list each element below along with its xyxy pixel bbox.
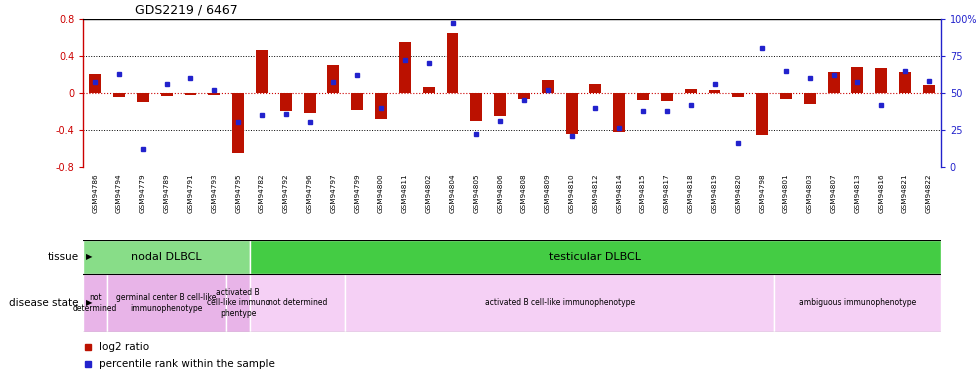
Bar	[899, 72, 911, 93]
Bar	[375, 93, 387, 119]
Bar	[685, 89, 697, 93]
Bar	[774, 274, 941, 332]
Bar	[351, 93, 364, 110]
Bar	[565, 93, 577, 134]
Bar	[304, 93, 316, 113]
Bar	[661, 93, 673, 101]
Bar	[589, 84, 602, 93]
Bar	[184, 93, 196, 94]
Bar	[709, 90, 720, 93]
Bar	[637, 93, 649, 100]
Bar	[89, 74, 101, 93]
Bar	[518, 93, 530, 99]
Bar	[280, 93, 292, 111]
Text: germinal center B cell-like
immunophenotype: germinal center B cell-like immunophenot…	[117, 293, 217, 312]
Bar	[209, 93, 221, 94]
Bar	[250, 240, 941, 274]
Bar	[494, 93, 506, 116]
Bar	[83, 240, 250, 274]
Bar	[137, 93, 149, 102]
Text: tissue: tissue	[47, 252, 78, 262]
Bar	[757, 93, 768, 135]
Text: ambiguous immunophenotype: ambiguous immunophenotype	[799, 298, 916, 307]
Text: nodal DLBCL: nodal DLBCL	[131, 252, 202, 262]
Bar	[470, 93, 482, 121]
Bar	[226, 274, 250, 332]
Bar	[875, 68, 887, 93]
Text: GDS2219 / 6467: GDS2219 / 6467	[134, 3, 237, 16]
Bar	[542, 80, 554, 93]
Text: activated B
cell-like immuno
phentype: activated B cell-like immuno phentype	[207, 288, 270, 318]
Text: percentile rank within the sample: percentile rank within the sample	[99, 359, 274, 369]
Bar	[256, 50, 268, 93]
Bar	[113, 93, 125, 98]
Bar	[399, 42, 411, 93]
Text: ▶: ▶	[86, 252, 93, 261]
Text: log2 ratio: log2 ratio	[99, 342, 149, 352]
Bar	[613, 93, 625, 132]
Text: activated B cell-like immunophenotype: activated B cell-like immunophenotype	[485, 298, 635, 307]
Text: testicular DLBCL: testicular DLBCL	[550, 252, 642, 262]
Text: disease state: disease state	[9, 298, 78, 308]
Bar	[923, 86, 935, 93]
Bar	[852, 67, 863, 93]
Text: ▶: ▶	[86, 298, 93, 307]
Bar	[250, 274, 345, 332]
Bar	[780, 93, 792, 99]
Bar	[804, 93, 815, 104]
Text: not
determined: not determined	[74, 293, 118, 312]
Bar	[732, 93, 744, 98]
Bar	[345, 274, 774, 332]
Bar	[232, 93, 244, 153]
Bar	[447, 33, 459, 93]
Bar	[422, 87, 435, 93]
Bar	[83, 274, 107, 332]
Bar	[327, 65, 339, 93]
Bar	[161, 93, 172, 96]
Bar	[828, 72, 840, 93]
Text: not determined: not determined	[268, 298, 327, 307]
Bar	[107, 274, 226, 332]
